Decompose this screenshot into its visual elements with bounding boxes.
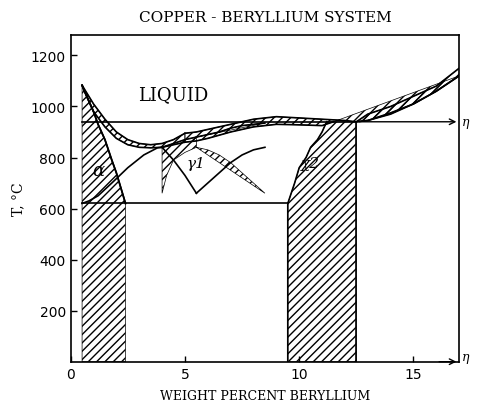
Text: α: α [92, 162, 104, 180]
Text: LIQUID: LIQUID [138, 85, 209, 103]
Text: χ2: χ2 [301, 156, 320, 170]
Text: γ1: γ1 [187, 156, 206, 170]
Title: COPPER - BERYLLIUM SYSTEM: COPPER - BERYLLIUM SYSTEM [139, 11, 391, 25]
Y-axis label: T, °C: T, °C [11, 182, 25, 216]
Text: η: η [461, 350, 469, 363]
X-axis label: WEIGHT PERCENT BERYLLIUM: WEIGHT PERCENT BERYLLIUM [160, 389, 370, 402]
Text: η: η [461, 116, 469, 129]
